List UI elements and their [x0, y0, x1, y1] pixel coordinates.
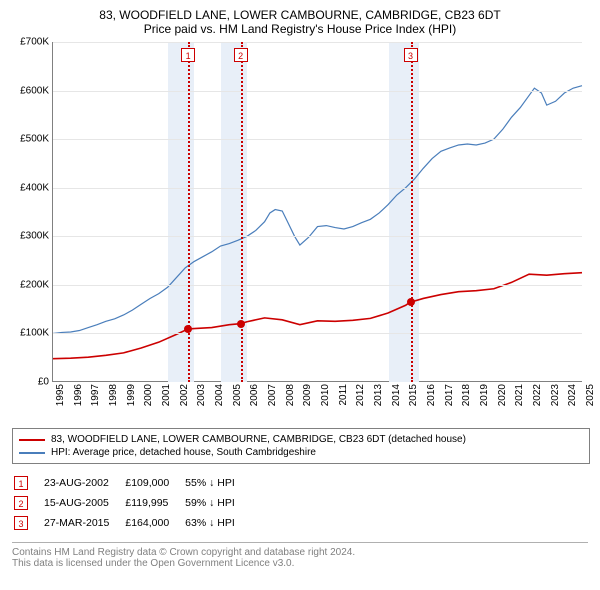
- event-date: 27-MAR-2015: [44, 514, 123, 532]
- gridline: [53, 285, 582, 286]
- legend-label: HPI: Average price, detached house, Sout…: [51, 447, 316, 458]
- legend-swatch: [19, 452, 45, 454]
- x-axis-label: 2021: [514, 384, 525, 406]
- plot-area: £0£100K£200K£300K£400K£500K£600K£700K123: [52, 42, 582, 382]
- x-axis-label: 2023: [550, 384, 561, 406]
- event-line: [241, 42, 243, 382]
- x-axis-label: 2017: [444, 384, 455, 406]
- event-marker-box: 3: [404, 48, 418, 62]
- x-axis-label: 2003: [196, 384, 207, 406]
- x-axis-label: 2022: [532, 384, 543, 406]
- x-axis-label: 2010: [320, 384, 331, 406]
- gridline: [53, 236, 582, 237]
- legend-row: HPI: Average price, detached house, Sout…: [19, 446, 583, 459]
- footer-line-2: This data is licensed under the Open Gov…: [12, 558, 588, 569]
- x-axis-label: 1999: [126, 384, 137, 406]
- y-axis-label: £500K: [20, 134, 53, 145]
- chart-area: £0£100K£200K£300K£400K£500K£600K£700K123…: [52, 42, 582, 422]
- chart-container: 83, WOODFIELD LANE, LOWER CAMBOURNE, CAM…: [0, 0, 600, 575]
- event-marker-box: 1: [181, 48, 195, 62]
- gridline: [53, 91, 582, 92]
- event-point-marker: [184, 325, 192, 333]
- event-marker-box: 2: [234, 48, 248, 62]
- x-axis-label: 2013: [373, 384, 384, 406]
- legend: 83, WOODFIELD LANE, LOWER CAMBOURNE, CAM…: [12, 428, 590, 464]
- x-axis-label: 2006: [249, 384, 260, 406]
- y-axis-label: £100K: [20, 328, 53, 339]
- y-axis-label: £700K: [20, 37, 53, 48]
- y-axis-label: £600K: [20, 85, 53, 96]
- event-delta: 59% ↓ HPI: [185, 494, 249, 512]
- x-axis-label: 2024: [567, 384, 578, 406]
- event-delta: 55% ↓ HPI: [185, 474, 249, 492]
- x-axis-label: 2020: [497, 384, 508, 406]
- gridline: [53, 42, 582, 43]
- x-axis-label: 2019: [479, 384, 490, 406]
- x-axis-label: 1995: [55, 384, 66, 406]
- x-axis-label: 2018: [461, 384, 472, 406]
- event-number-box: 1: [14, 476, 28, 490]
- legend-label: 83, WOODFIELD LANE, LOWER CAMBOURNE, CAM…: [51, 434, 466, 445]
- x-axis-label: 1997: [90, 384, 101, 406]
- x-axis-label: 2016: [426, 384, 437, 406]
- event-point-marker: [407, 298, 415, 306]
- event-point-marker: [237, 320, 245, 328]
- event-delta: 63% ↓ HPI: [185, 514, 249, 532]
- title-line-1: 83, WOODFIELD LANE, LOWER CAMBOURNE, CAM…: [10, 8, 590, 22]
- event-date: 15-AUG-2005: [44, 494, 123, 512]
- event-price: £109,000: [125, 474, 183, 492]
- title-line-2: Price paid vs. HM Land Registry's House …: [10, 22, 590, 36]
- event-number-box: 2: [14, 496, 28, 510]
- legend-row: 83, WOODFIELD LANE, LOWER CAMBOURNE, CAM…: [19, 433, 583, 446]
- x-axis-label: 2014: [391, 384, 402, 406]
- x-axis-label: 2011: [338, 384, 349, 406]
- x-axis-label: 2005: [232, 384, 243, 406]
- footer-line-1: Contains HM Land Registry data © Crown c…: [12, 547, 588, 558]
- x-axis-label: 2008: [285, 384, 296, 406]
- event-row: 2 15-AUG-2005£119,99559% ↓ HPI: [14, 494, 249, 512]
- series-svg: [53, 42, 582, 382]
- y-axis-label: £200K: [20, 279, 53, 290]
- x-axis-label: 2001: [161, 384, 172, 406]
- footer: Contains HM Land Registry data © Crown c…: [12, 542, 588, 569]
- y-axis-label: £0: [38, 377, 53, 388]
- x-axis-label: 2009: [302, 384, 313, 406]
- x-axis-label: 2002: [179, 384, 190, 406]
- gridline: [53, 188, 582, 189]
- x-axis-label: 2000: [143, 384, 154, 406]
- event-number-box: 3: [14, 516, 28, 530]
- x-axis-label: 2012: [355, 384, 366, 406]
- event-line: [411, 42, 413, 382]
- gridline: [53, 139, 582, 140]
- x-axis-label: 1996: [73, 384, 84, 406]
- event-row: 3 27-MAR-2015£164,00063% ↓ HPI: [14, 514, 249, 532]
- event-row: 1 23-AUG-2002£109,00055% ↓ HPI: [14, 474, 249, 492]
- event-price: £164,000: [125, 514, 183, 532]
- x-axis-label: 2015: [408, 384, 419, 406]
- series-hpi: [53, 86, 582, 334]
- legend-swatch: [19, 439, 45, 441]
- title-block: 83, WOODFIELD LANE, LOWER CAMBOURNE, CAM…: [10, 8, 590, 36]
- gridline: [53, 333, 582, 334]
- events-table: 1 23-AUG-2002£109,00055% ↓ HPI 2 15-AUG-200…: [12, 472, 251, 534]
- x-axis-label: 2025: [585, 384, 596, 406]
- x-axis-label: 1998: [108, 384, 119, 406]
- x-axis-label: 2004: [214, 384, 225, 406]
- y-axis-label: £300K: [20, 231, 53, 242]
- event-price: £119,995: [125, 494, 183, 512]
- y-axis-label: £400K: [20, 182, 53, 193]
- event-date: 23-AUG-2002: [44, 474, 123, 492]
- x-axis-label: 2007: [267, 384, 278, 406]
